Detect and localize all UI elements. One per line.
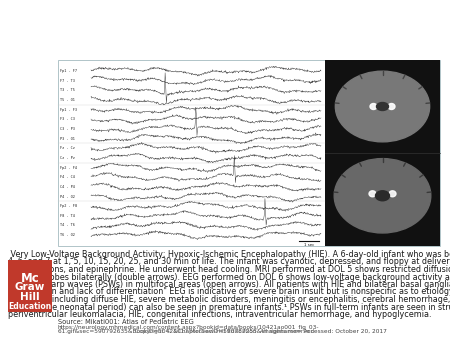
Text: Mc: Mc [21,272,40,285]
Text: F3 - C3: F3 - C3 [60,117,75,121]
Text: Source: Mikati001: Atlas of Pediatric EEG: Source: Mikati001: Atlas of Pediatric EE… [58,318,194,324]
Text: Fp2 - F4: Fp2 - F4 [60,166,77,169]
Ellipse shape [375,191,390,201]
Text: P3 - O1: P3 - O1 [60,137,75,141]
Text: F7 - T3: F7 - T3 [60,78,75,82]
Text: compressions, and epinephrine. He underwent head cooling. MRI performed at DOL 5: compressions, and epinephrine. He underw… [8,265,450,274]
Text: Fp2 - F8: Fp2 - F8 [60,204,77,208]
Text: 4, 6, and 7 at 1, 5, 10, 15, 20, 25, and 30 min of life. The infant was cyanotic: 4, 6, and 7 at 1, 5, 10, 15, 20, 25, and… [8,258,450,266]
Text: Copyright © 2017 McGraw-Hill Education. All rights reserved: Copyright © 2017 McGraw-Hill Education. … [135,328,315,334]
Text: 1 sec: 1 sec [304,242,314,246]
Text: P4 - O2: P4 - O2 [60,194,75,198]
Bar [58,60,440,246]
Text: periventricular leukomalacia, HIE, congenital infections, intraventricular hemor: periventricular leukomalacia, HIE, conge… [8,310,432,319]
Text: Fz - Cz: Fz - Cz [60,146,75,150]
Text: C4 - P4: C4 - P4 [60,185,75,189]
Text: T3 - T5: T3 - T5 [60,88,75,92]
Text: positive sharp waves (PSWs) in multifocal areas (open arrows). All patients with: positive sharp waves (PSWs) in multifoca… [8,280,450,289]
Text: Cz - Pz: Cz - Pz [60,156,75,160]
Text: conditions including diffuse HIE, severe metabolic disorders, meningitis or ence: conditions including diffuse HIE, severe… [8,295,450,304]
Text: F8 - T4: F8 - T4 [60,214,75,218]
Bar [325,60,440,246]
Text: F4 - C4: F4 - C4 [60,175,75,179]
Ellipse shape [335,71,430,142]
Ellipse shape [377,102,388,111]
Text: Fp1 - F7: Fp1 - F7 [60,69,77,73]
Ellipse shape [334,159,431,233]
Text: T5 - O1: T5 - O1 [60,98,75,102]
Ellipse shape [389,191,396,197]
Text: C3 - P3: C3 - P3 [60,127,75,131]
Text: Education: Education [9,302,52,311]
Ellipse shape [388,103,395,110]
Text: https://neurology.mhmedical.com/content.aspx?bookid=data/books/10421ao001_fig_03: https://neurology.mhmedical.com/content.… [58,324,320,330]
Text: Graw: Graw [15,282,45,292]
Text: Very Low-Voltage Background Activity; Hypoxic-Ischemic Encephalopathy (HIE). A 6: Very Low-Voltage Background Activity; Hy… [8,250,450,259]
Text: "Depression and lack of differentiation" EEG is indicative of severe brain insul: "Depression and lack of differentiation"… [8,288,450,296]
Text: Fp1 - F3: Fp1 - F3 [60,107,77,112]
Text: Hill: Hill [20,292,40,302]
Bar [8,260,52,312]
Text: brain (in the neonatal period) can also be seen in premature infants.¹ PSWs in f: brain (in the neonatal period) can also … [8,303,450,312]
Ellipse shape [369,191,376,197]
Text: temporal lobes bilaterally (double arrows). EEG performed on DOL 6 shows low-vol: temporal lobes bilaterally (double arrow… [8,272,450,282]
Text: 61.gif&sec=590792635&BookID=1042&ChapterSecID=590787255&imagename= Accessed: Oct: 61.gif&sec=590792635&BookID=1042&Chapter… [58,330,387,335]
Text: T6 - O2: T6 - O2 [60,233,75,237]
Text: T4 - T6: T4 - T6 [60,223,75,227]
Ellipse shape [370,103,377,110]
